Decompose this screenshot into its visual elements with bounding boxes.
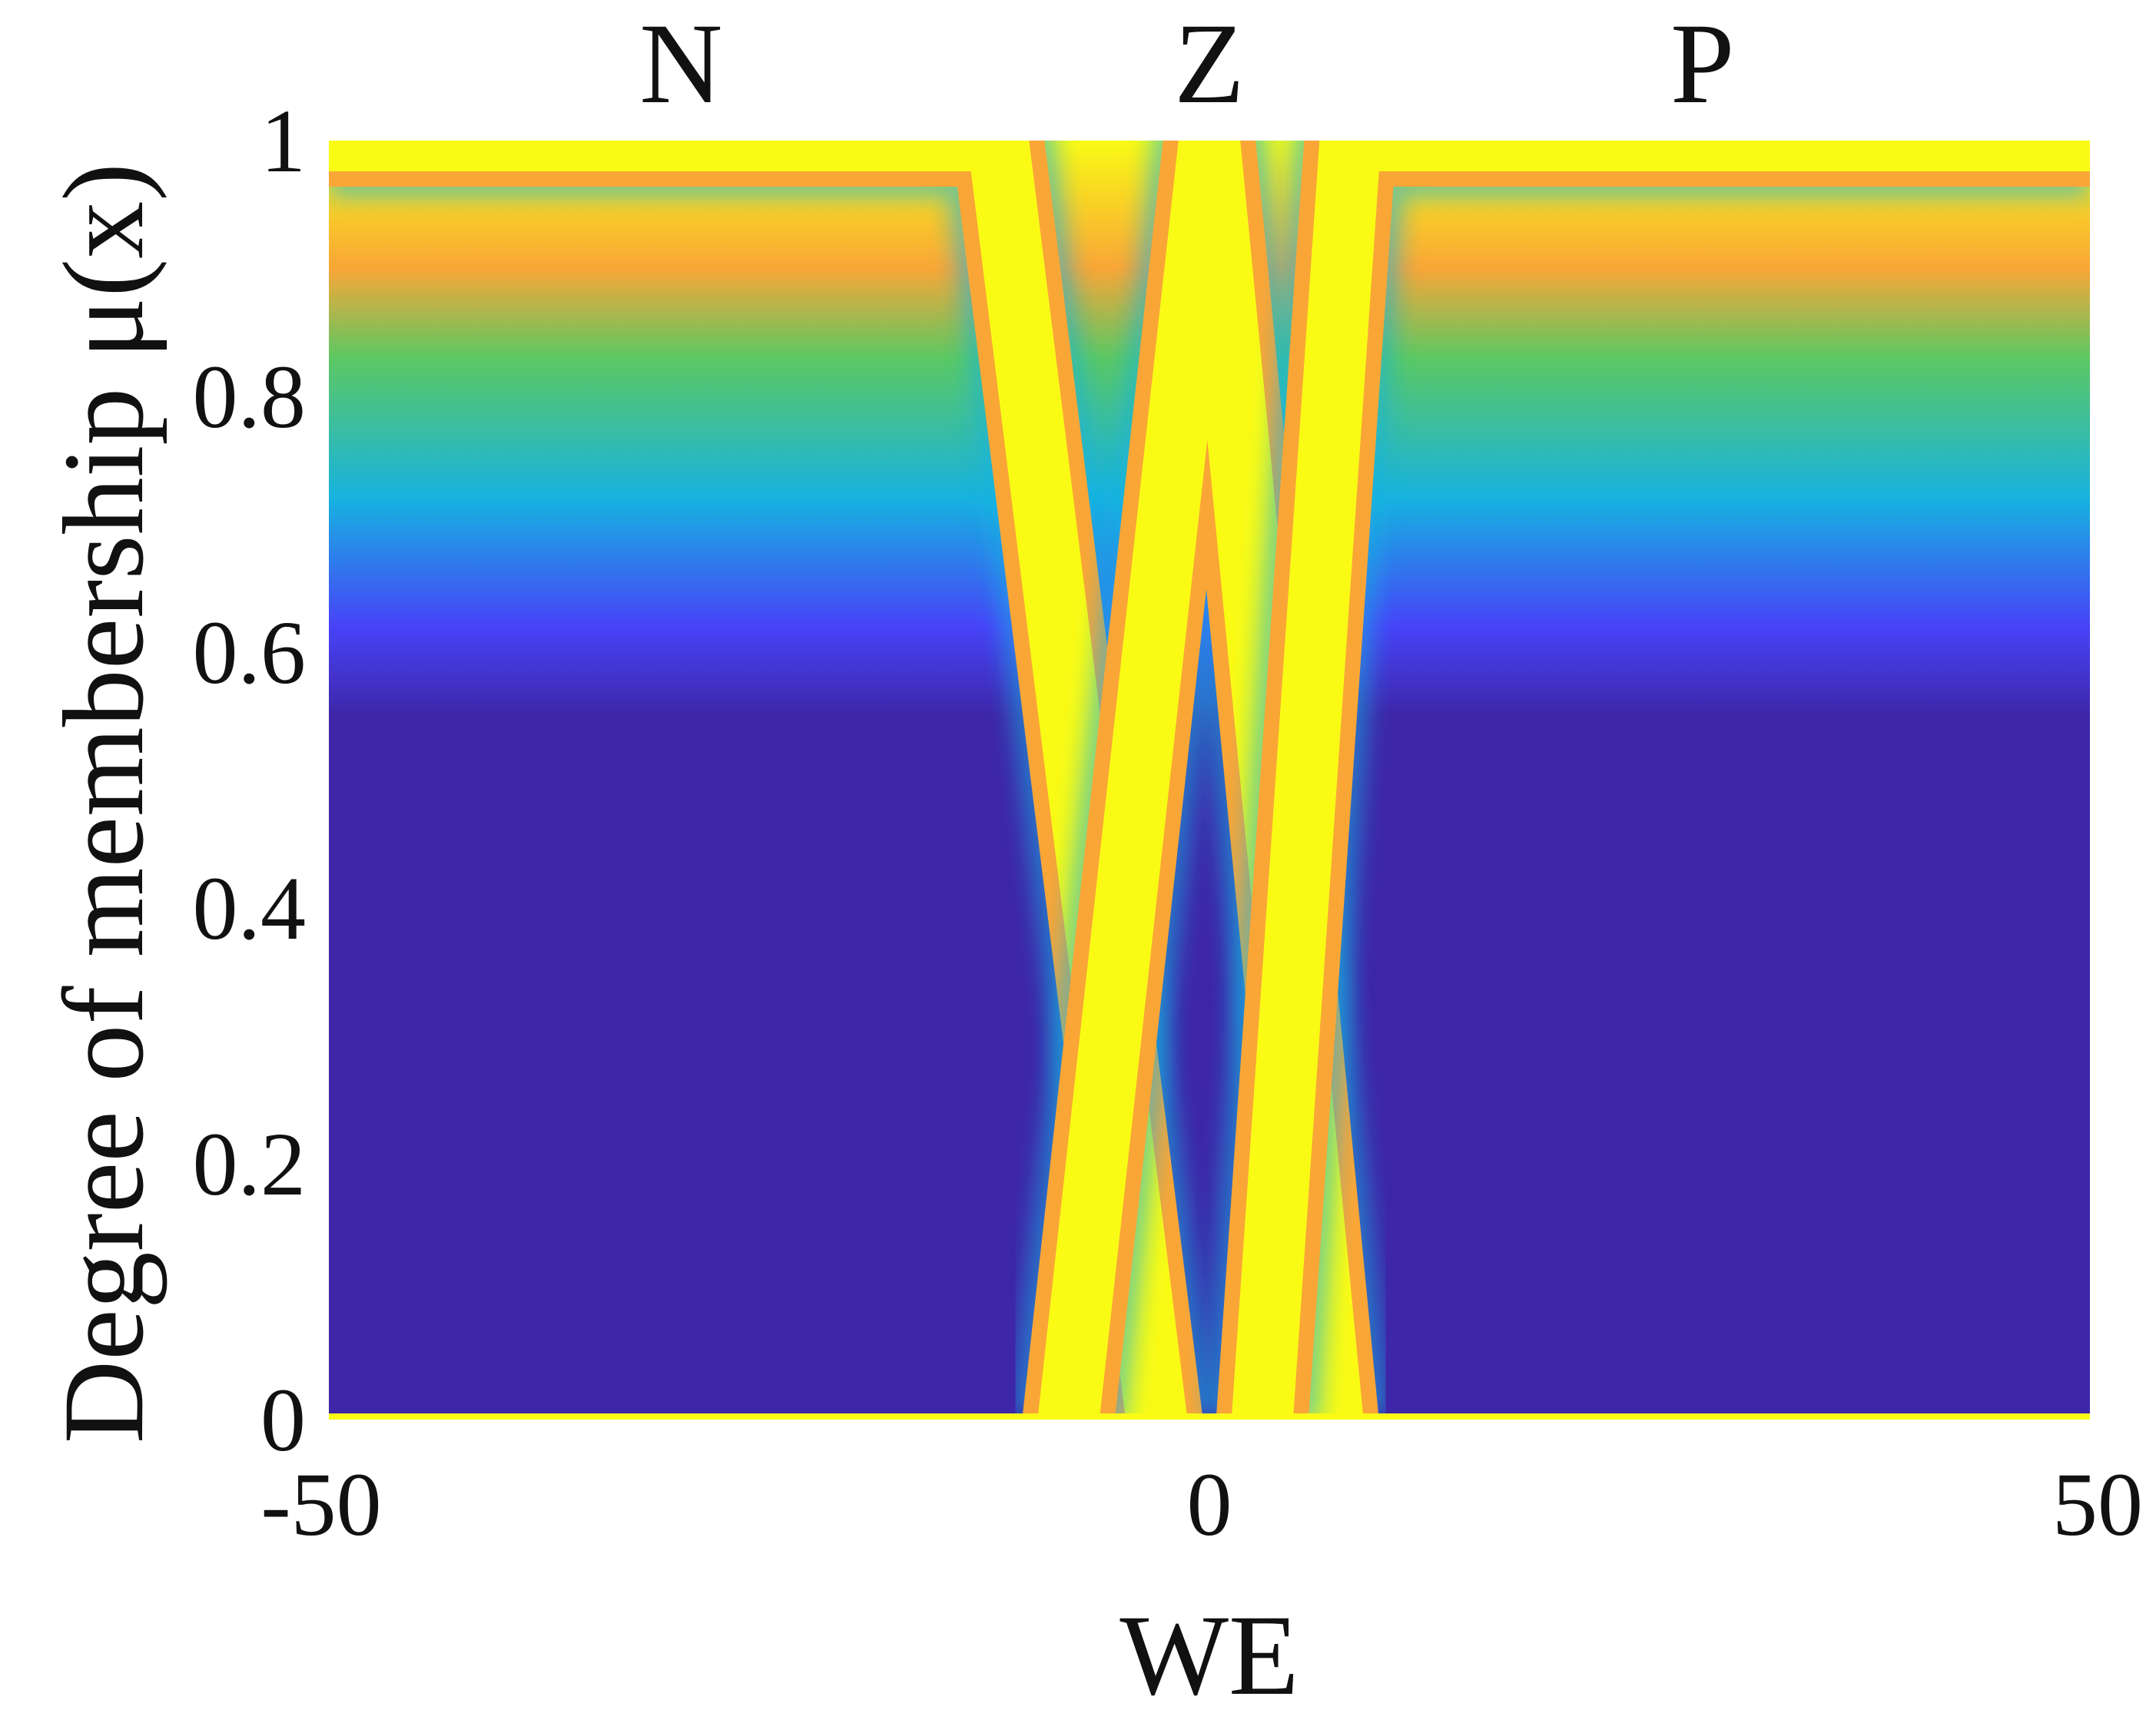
membership-functions xyxy=(329,141,2090,1420)
x-axis-ticks: -50 0 50 xyxy=(260,1454,2143,1555)
y-tick-label: 0 xyxy=(260,1370,306,1470)
x-tick-label: -50 xyxy=(260,1454,381,1555)
set-label-z: Z xyxy=(1174,0,1245,128)
y-tick-label: 0.8 xyxy=(193,346,307,447)
y-tick-label: 1 xyxy=(260,91,306,191)
y-axis-ticks: 0 0.2 0.4 0.6 0.8 1 xyxy=(193,91,307,1470)
y-tick-label: 0.2 xyxy=(193,1114,307,1214)
y-tick-label: 0.6 xyxy=(193,602,307,703)
x-axis-title: WE xyxy=(1119,1592,1299,1719)
x-tick-label: 50 xyxy=(2052,1454,2143,1555)
y-axis-title: Degree of membership μ(x) xyxy=(40,163,168,1443)
set-label-n: N xyxy=(639,0,722,128)
mf-band-p xyxy=(1204,141,2090,1420)
set-label-p: P xyxy=(1670,0,1734,128)
mf-line xyxy=(1231,141,2090,1420)
y-tick-label: 0.4 xyxy=(193,858,307,959)
x-tick-label: 0 xyxy=(1187,1454,1232,1555)
